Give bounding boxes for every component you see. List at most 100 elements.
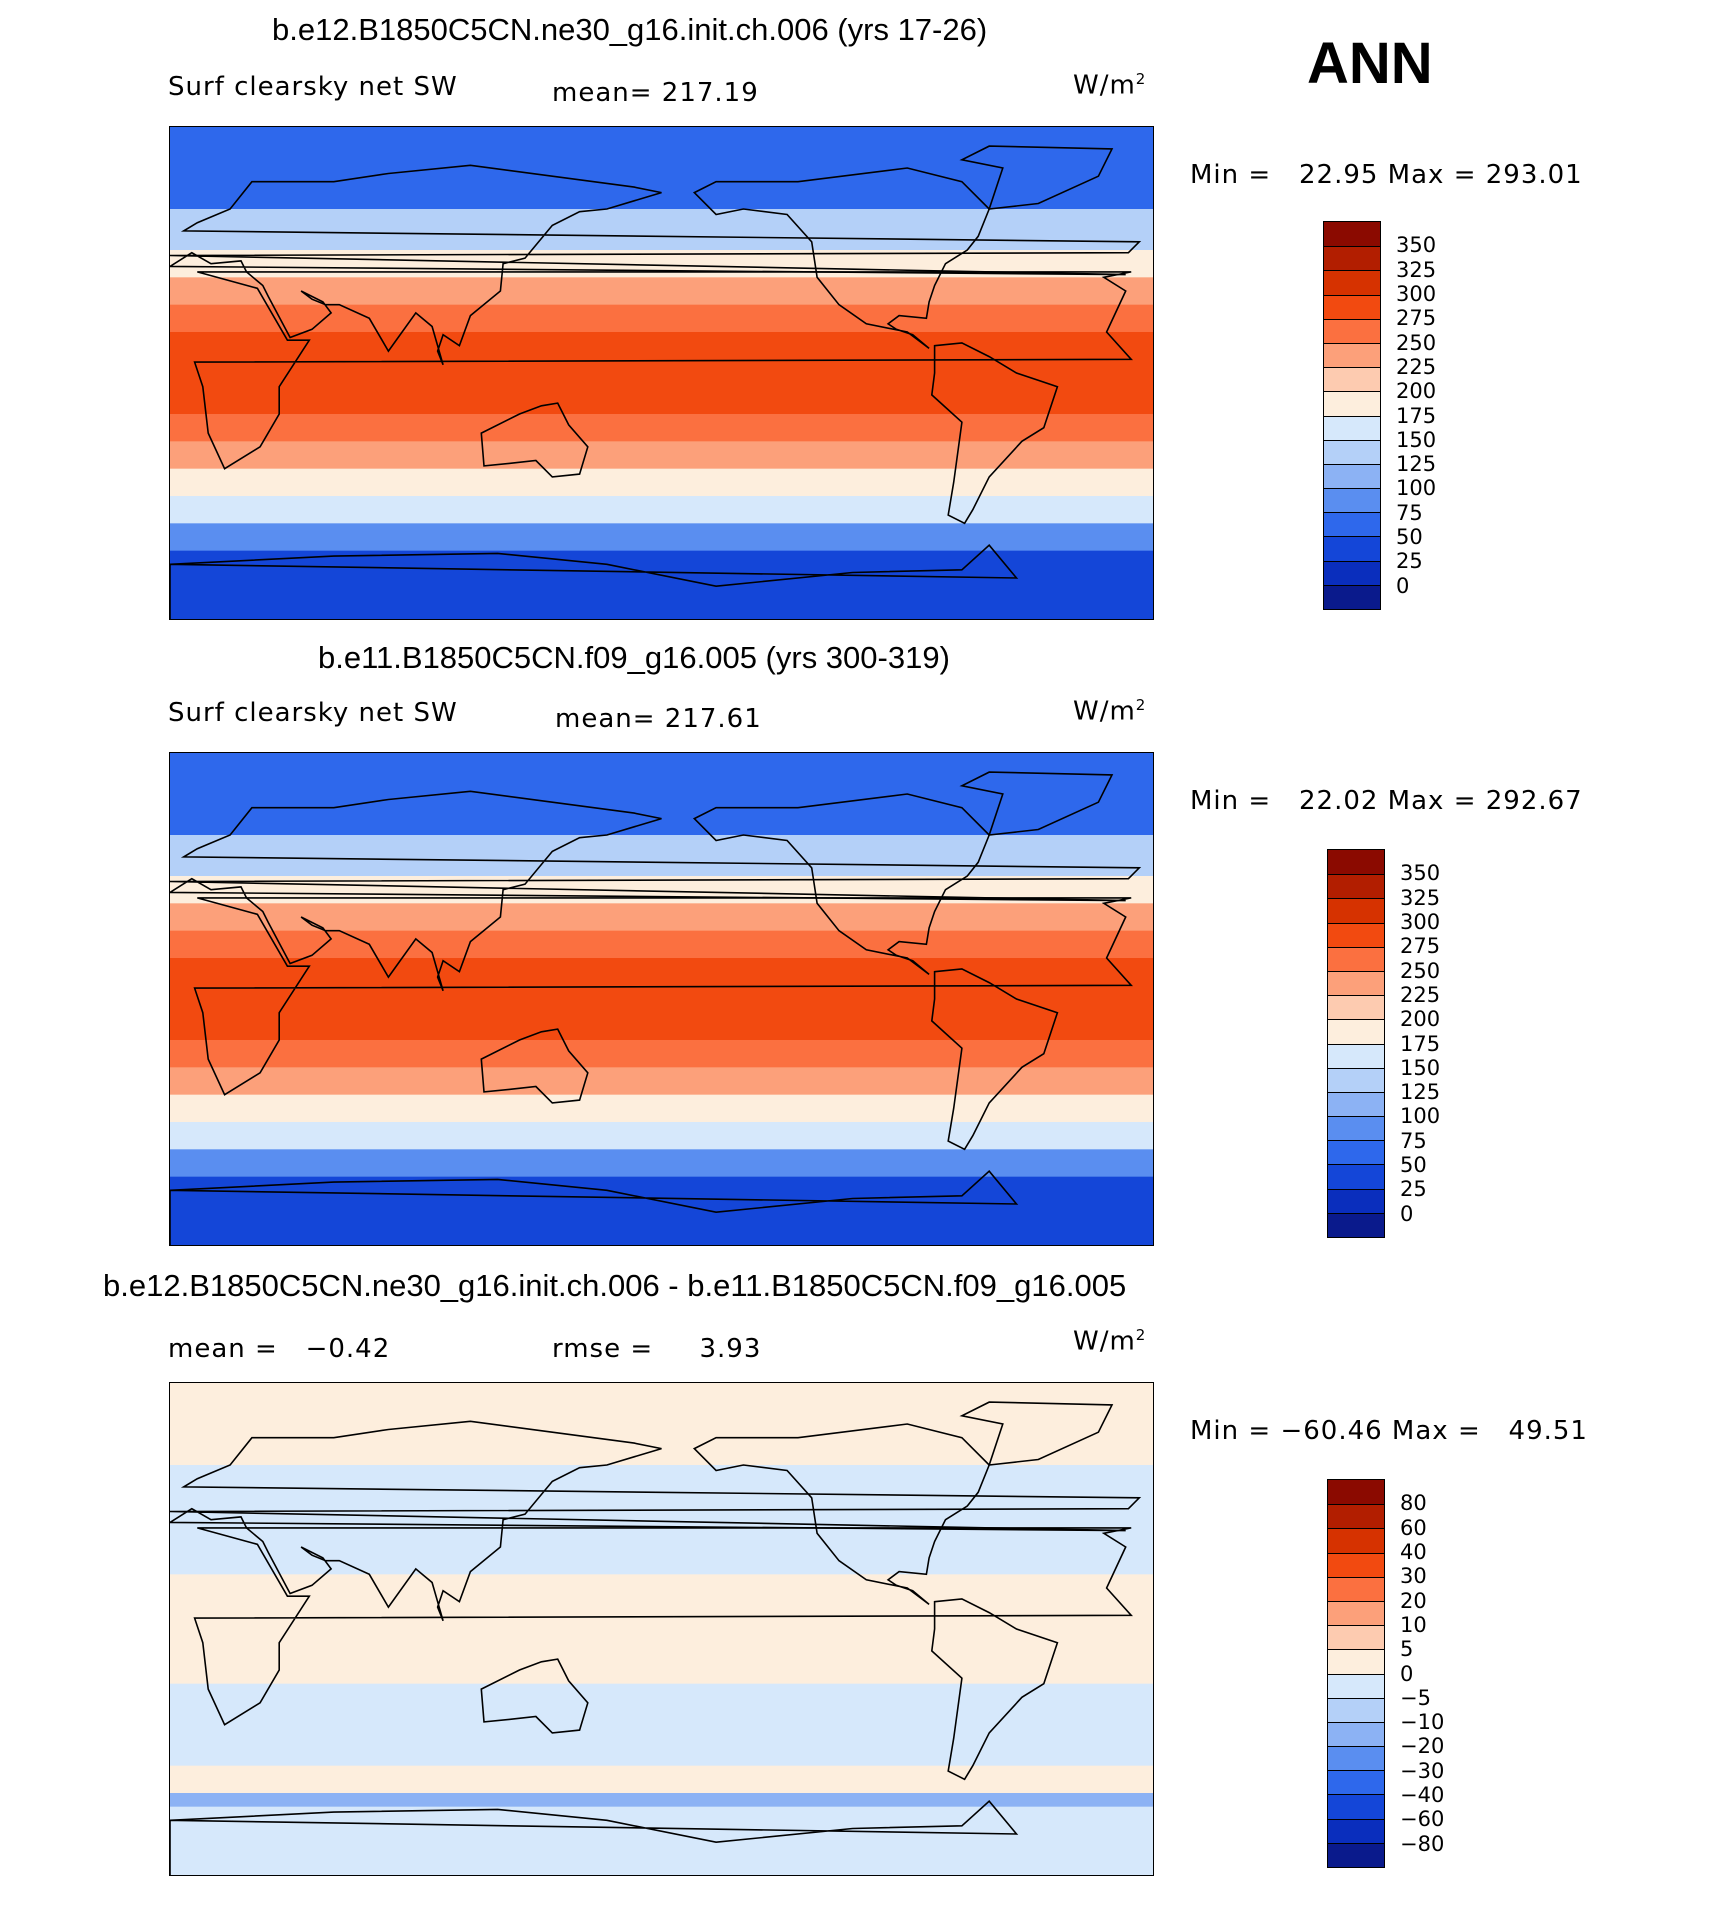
panel-1-title: b.e12.B1850C5CN.ne30_g16.init.ch.006 (yr… <box>272 12 988 47</box>
colorbar-swatch <box>1324 342 1380 368</box>
colorbar-tick-label: 150 <box>1400 1055 1441 1080</box>
colorbar-swatch <box>1328 850 1384 875</box>
zonal-band <box>170 127 1153 210</box>
colorbar-tick-label: 0 <box>1400 1201 1414 1226</box>
coastline <box>930 968 1059 1151</box>
zonal-band <box>170 1067 1153 1096</box>
zonal-band <box>170 958 1153 1041</box>
coastline <box>930 342 1059 525</box>
colorbar-swatch <box>1324 222 1380 247</box>
colorbar-tick-label: −5 <box>1400 1685 1431 1710</box>
coastline <box>480 1028 589 1104</box>
colorbar-tick-label: 30 <box>1400 1564 1427 1589</box>
colorbar-swatch <box>1328 1043 1384 1068</box>
colorbar-swatch <box>1328 1770 1384 1795</box>
colorbar-swatch <box>1328 1091 1384 1117</box>
colorbar-tick-label: 0 <box>1400 1661 1414 1686</box>
colorbar-swatch <box>1324 367 1380 392</box>
colorbar-tick-label: 20 <box>1400 1588 1427 1613</box>
colorbar-swatch <box>1328 1576 1384 1601</box>
colorbar-tick-label: 300 <box>1396 281 1437 306</box>
zonal-band <box>170 277 1153 306</box>
colorbar-swatch <box>1328 922 1384 947</box>
colorbar-swatch <box>1328 1528 1384 1553</box>
colorbar-tick-label: 100 <box>1396 476 1437 501</box>
colorbar-swatch <box>1328 1818 1384 1843</box>
panel-3-map <box>169 1382 1154 1876</box>
panel-1-minmax: Min = 22.95 Max = 293.01 <box>1190 160 1583 190</box>
zonal-band <box>170 1122 1153 1150</box>
colorbar-swatch <box>1328 1140 1384 1165</box>
coastline <box>480 402 589 478</box>
colorbar-swatch <box>1328 1649 1384 1674</box>
zonal-band <box>170 496 1153 524</box>
zonal-band <box>170 550 1153 619</box>
coastline <box>170 544 1019 619</box>
colorbar-swatch <box>1328 1212 1384 1237</box>
colorbar-swatch <box>1324 246 1380 271</box>
panel-3-units-label: W/m2 <box>1073 1326 1147 1357</box>
coastline <box>480 1658 589 1734</box>
colorbar-tick-label: 175 <box>1396 403 1437 428</box>
zonal-band <box>170 1176 1153 1245</box>
colorbar-swatch <box>1324 463 1380 489</box>
colorbar-tick-label: 40 <box>1400 1539 1427 1564</box>
colorbar-swatch <box>1328 1504 1384 1529</box>
zonal-band <box>170 414 1153 442</box>
panel-2-variable-label: Surf clearsky net SW <box>168 698 458 728</box>
colorbar-swatch <box>1328 1746 1384 1771</box>
panel-1-variable-label: Surf clearsky net SW <box>168 72 458 102</box>
colorbar-swatch <box>1328 946 1384 971</box>
zonal-band <box>170 1094 1153 1123</box>
colorbar-swatch <box>1328 1067 1384 1092</box>
colorbar-tick-label: 325 <box>1396 257 1437 282</box>
panel-2-mean-label: mean= 217.61 <box>555 704 762 734</box>
colorbar-tick-label: 175 <box>1400 1031 1441 1056</box>
colorbar-swatch <box>1328 1600 1384 1626</box>
colorbar-tick-label: 200 <box>1396 379 1437 404</box>
zonal-band <box>170 1806 1153 1875</box>
colorbar-tick-label: 75 <box>1400 1128 1427 1153</box>
colorbar-tick-label: 225 <box>1400 982 1441 1007</box>
zonal-band <box>170 753 1153 836</box>
colorbar-swatch <box>1324 415 1380 440</box>
colorbar-swatch <box>1328 1721 1384 1747</box>
colorbar-tick-label: 5 <box>1400 1637 1414 1662</box>
zonal-band <box>170 304 1153 333</box>
colorbar-swatch <box>1328 1552 1384 1577</box>
coastline <box>959 145 1114 210</box>
coastline <box>193 271 1133 470</box>
colorbar-tick-label: 250 <box>1400 958 1441 983</box>
zonal-band <box>170 332 1153 415</box>
colorbar-swatch <box>1328 1842 1384 1867</box>
colorbar-tick-label: 200 <box>1400 1007 1441 1032</box>
colorbar-swatch <box>1328 1116 1384 1141</box>
colorbar-swatch <box>1324 488 1380 513</box>
colorbar-tick-label: −40 <box>1400 1783 1445 1808</box>
colorbar-swatch <box>1324 294 1380 319</box>
zonal-band <box>170 523 1153 552</box>
coastline <box>170 164 1142 366</box>
zonal-band <box>170 468 1153 497</box>
panel-3-title: b.e12.B1850C5CN.ne30_g16.init.ch.006 - b… <box>103 1268 1127 1303</box>
panel-1-colorbar <box>1323 221 1381 610</box>
coastline <box>959 1401 1114 1466</box>
zonal-band <box>170 441 1153 470</box>
colorbar-tick-label: 80 <box>1400 1491 1427 1516</box>
colorbar-swatch <box>1328 1019 1384 1044</box>
panel-1-map <box>169 126 1154 620</box>
colorbar-tick-label: −80 <box>1400 1831 1445 1856</box>
panel-3-mean-label: mean = −0.42 <box>168 1334 391 1364</box>
coastline <box>959 771 1114 836</box>
colorbar-swatch <box>1328 1697 1384 1722</box>
colorbar-swatch <box>1328 1480 1384 1505</box>
colorbar-tick-label: 275 <box>1400 934 1441 959</box>
map-svg <box>170 127 1153 619</box>
colorbar-tick-label: 125 <box>1396 452 1437 477</box>
zonal-band <box>170 209 1153 251</box>
colorbar-tick-label: −10 <box>1400 1710 1445 1735</box>
colorbar-tick-label: 75 <box>1396 500 1423 525</box>
panel-1-mean-label: mean= 217.19 <box>552 78 759 108</box>
panel-3-rmse-label: rmse = 3.93 <box>552 1334 762 1364</box>
coastline <box>193 897 1133 1096</box>
